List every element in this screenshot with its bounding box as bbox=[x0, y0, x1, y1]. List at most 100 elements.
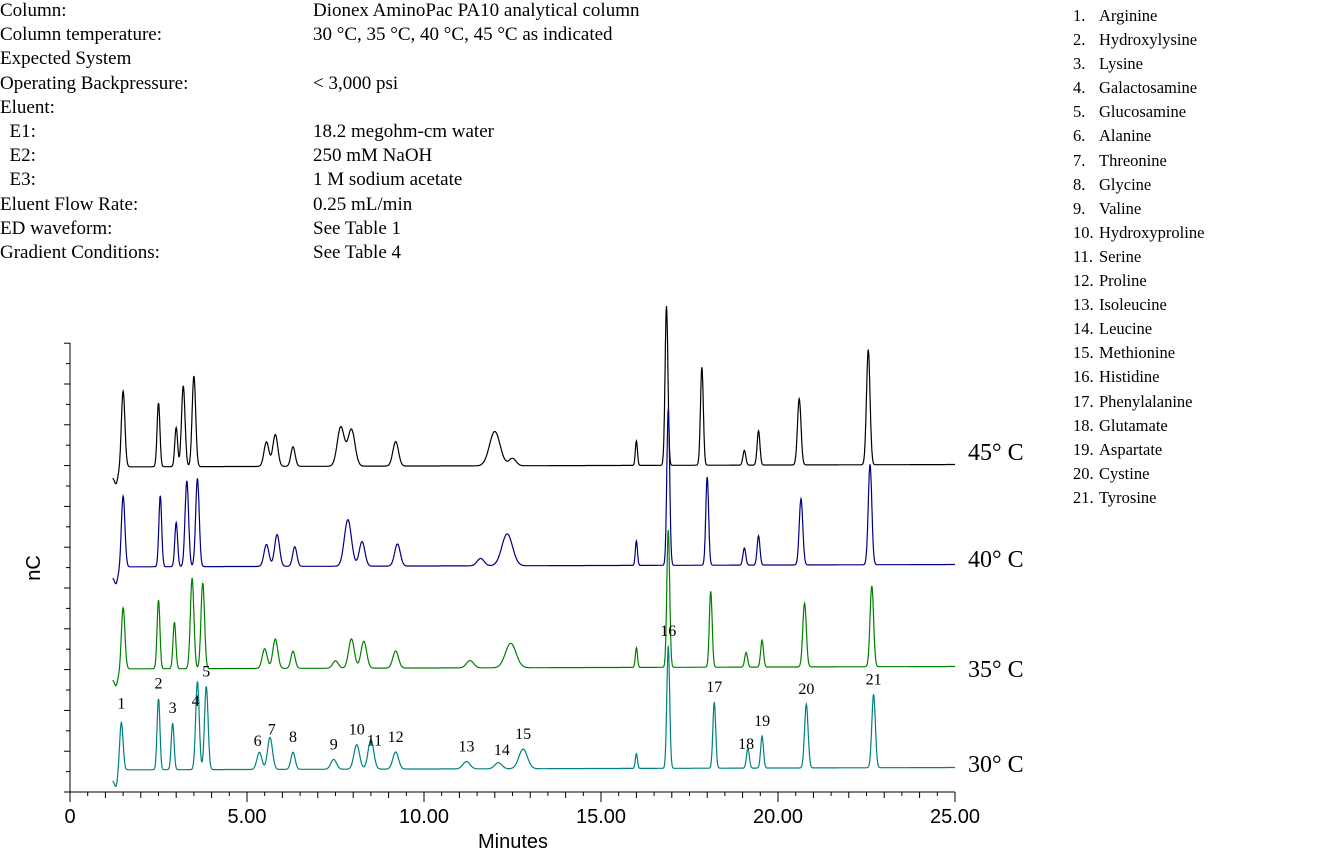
x-tick-label: 25.00 bbox=[930, 806, 980, 828]
condition-row: E1: 18.2 megohm-cm water bbox=[0, 121, 900, 143]
peak-legend-item: 12. Proline bbox=[1073, 269, 1204, 293]
peak-number-label: 6 bbox=[254, 733, 262, 750]
peak-number-label: 15 bbox=[515, 726, 531, 743]
peak-number-label: 21 bbox=[866, 671, 882, 688]
condition-value: 30 °C, 35 °C, 40 °C, 45 °C as indicated bbox=[313, 24, 613, 46]
peak-number-label: 12 bbox=[388, 729, 404, 746]
peak-legend-number: 8. bbox=[1073, 174, 1086, 194]
peak-legend: 1. Arginine 2. Hydroxylysine 3. Lysine 4. Galac… bbox=[1073, 4, 1204, 510]
peak-legend-number: 17. bbox=[1073, 391, 1094, 411]
peak-legend-number: 7. bbox=[1073, 150, 1086, 170]
condition-label: Eluent: bbox=[0, 96, 55, 118]
peak-legend-name: Aspartate bbox=[1099, 439, 1163, 459]
condition-value: 18.2 megohm-cm water bbox=[313, 121, 494, 142]
condition-label: Expected System bbox=[0, 48, 132, 70]
condition-label: E1: bbox=[0, 121, 36, 142]
peak-legend-number: 15. bbox=[1073, 343, 1094, 363]
peak-legend-name: Alanine bbox=[1099, 126, 1152, 146]
condition-row: Gradient Conditions: See Table 4 bbox=[0, 242, 900, 264]
condition-value: 250 mM NaOH bbox=[313, 145, 433, 167]
peak-legend-number: 1. bbox=[1073, 6, 1086, 25]
x-tick-label: 0 bbox=[64, 806, 75, 828]
peak-legend-number: 6. bbox=[1073, 126, 1086, 146]
peak-legend-item: 19. Aspartate bbox=[1073, 438, 1204, 462]
peak-number-label: 10 bbox=[349, 722, 365, 739]
peak-legend-name: Hydroxylysine bbox=[1099, 30, 1198, 50]
peak-legend-number: 21. bbox=[1073, 487, 1094, 507]
peak-legend-name: Phenylalanine bbox=[1099, 391, 1193, 411]
condition-row: E2: 250 mM NaOH bbox=[0, 145, 900, 167]
condition-label: Column temperature: bbox=[0, 24, 162, 46]
peak-legend-item: 15. Methionine bbox=[1073, 341, 1204, 365]
peak-legend-number: 13. bbox=[1073, 295, 1094, 315]
peak-legend-name: Serine bbox=[1099, 246, 1142, 266]
x-tick-label: 15.00 bbox=[576, 806, 626, 828]
peak-legend-name: Glycine bbox=[1099, 174, 1152, 194]
peak-legend-item: 3. Lysine bbox=[1073, 52, 1204, 76]
x-tick-label: 5.00 bbox=[228, 806, 267, 828]
condition-label: E2: bbox=[0, 145, 36, 167]
peak-legend-name: Proline bbox=[1099, 271, 1147, 291]
condition-label: Gradient Conditions: bbox=[0, 242, 160, 263]
peak-number-label: 14 bbox=[494, 742, 510, 759]
peak-legend-number: 12. bbox=[1073, 271, 1094, 291]
peak-legend-name: Galactosamine bbox=[1099, 78, 1198, 98]
peak-legend-item: 1. Arginine bbox=[1073, 4, 1204, 28]
peak-legend-item: 7. Threonine bbox=[1073, 149, 1204, 173]
peak-number-label: 17 bbox=[706, 679, 722, 696]
peak-legend-number: 9. bbox=[1073, 198, 1086, 218]
peak-legend-item: 6. Alanine bbox=[1073, 124, 1204, 148]
condition-value: < 3,000 psi bbox=[313, 72, 399, 94]
condition-label: Operating Backpressure: bbox=[0, 72, 189, 94]
peak-number-label: 13 bbox=[458, 739, 474, 756]
condition-value: See Table 4 bbox=[313, 242, 402, 263]
peak-legend-number: 14. bbox=[1073, 319, 1094, 339]
peak-number-label: 1 bbox=[117, 695, 125, 712]
peak-number-label: 11 bbox=[367, 733, 382, 750]
condition-row: Eluent: bbox=[0, 97, 900, 119]
x-tick-label: 20.00 bbox=[753, 806, 803, 828]
peak-legend-item: 9. Valine bbox=[1073, 197, 1204, 221]
peak-legend-number: 2. bbox=[1073, 30, 1086, 50]
peak-number-label: 16 bbox=[660, 623, 676, 640]
peak-legend-name: Hydroxyproline bbox=[1099, 222, 1205, 242]
condition-row: ED waveform: See Table 1 bbox=[0, 218, 900, 240]
condition-row: Column temperature: 30 °C, 35 °C, 40 °C, … bbox=[0, 24, 900, 46]
condition-label: Column: bbox=[0, 0, 67, 21]
peak-number-label: 2 bbox=[155, 676, 163, 693]
trace-line bbox=[112, 306, 955, 485]
peak-legend-number: 10. bbox=[1073, 222, 1094, 242]
peak-legend-number: 11. bbox=[1073, 246, 1094, 266]
condition-value: Dionex AminoPac PA10 analytical column bbox=[313, 0, 640, 21]
peak-number-label: 5 bbox=[202, 663, 210, 680]
condition-value: 1 M sodium acetate bbox=[313, 169, 463, 191]
condition-row: Expected System bbox=[0, 48, 900, 70]
x-axis-label: Minutes bbox=[478, 831, 548, 850]
peak-number-label: 9 bbox=[330, 736, 338, 753]
peak-legend-name: Glucosamine bbox=[1099, 102, 1187, 122]
y-axis-label: nC bbox=[23, 555, 45, 581]
condition-value: See Table 1 bbox=[313, 217, 402, 239]
trace-temperature-label: 40° C bbox=[968, 547, 1024, 573]
peak-legend-item: 16. Histidine bbox=[1073, 365, 1204, 389]
peak-legend-item: 20. Cystine bbox=[1073, 462, 1204, 486]
condition-row: Operating Backpressure: < 3,000 psi bbox=[0, 73, 900, 95]
condition-row: Eluent Flow Rate: 0.25 mL/min bbox=[0, 194, 900, 216]
condition-label: ED waveform: bbox=[0, 217, 113, 239]
peak-legend-number: 3. bbox=[1073, 54, 1086, 74]
peak-number-label: 18 bbox=[738, 736, 754, 753]
peak-legend-name: Lysine bbox=[1099, 54, 1143, 74]
peak-legend-name: Leucine bbox=[1099, 319, 1153, 339]
peak-legend-item: 18. Glutamate bbox=[1073, 414, 1204, 438]
peak-legend-name: Arginine bbox=[1099, 6, 1158, 25]
peak-legend-item: 2. Hydroxylysine bbox=[1073, 28, 1204, 52]
peak-legend-number: 20. bbox=[1073, 463, 1094, 483]
trace-line bbox=[112, 530, 955, 687]
peak-number-label: 20 bbox=[798, 681, 814, 698]
peak-legend-item: 14. Leucine bbox=[1073, 317, 1204, 341]
condition-row: Column: Dionex AminoPac PA10 analytical c… bbox=[0, 0, 900, 22]
peak-legend-item: 8. Glycine bbox=[1073, 173, 1204, 197]
trace-line bbox=[112, 645, 955, 788]
condition-row: E3: 1 M sodium acetate bbox=[0, 169, 900, 191]
condition-label: Eluent Flow Rate: bbox=[0, 193, 139, 215]
